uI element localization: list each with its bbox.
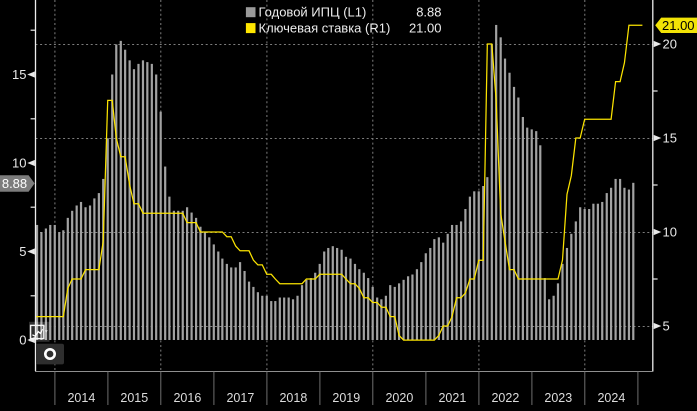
svg-text:2021: 2021 xyxy=(438,391,466,405)
svg-text:2018: 2018 xyxy=(279,391,307,405)
svg-text:5: 5 xyxy=(663,319,670,334)
svg-text:2019: 2019 xyxy=(332,391,360,405)
svg-text:2024: 2024 xyxy=(597,391,625,405)
svg-text:Годовой ИПЦ (L1): Годовой ИПЦ (L1) xyxy=(259,5,367,20)
svg-text:20: 20 xyxy=(663,37,677,52)
svg-text:2017: 2017 xyxy=(226,391,254,405)
svg-text:2023: 2023 xyxy=(544,391,572,405)
svg-text:2016: 2016 xyxy=(173,391,201,405)
svg-text:Ключевая ставка (R1): Ключевая ставка (R1) xyxy=(259,20,391,35)
svg-text:2014: 2014 xyxy=(67,391,95,405)
svg-text:2020: 2020 xyxy=(385,391,413,405)
svg-text:10: 10 xyxy=(12,156,26,171)
svg-text:15: 15 xyxy=(663,131,677,146)
svg-text:15: 15 xyxy=(12,67,26,82)
svg-text:10: 10 xyxy=(663,225,677,240)
svg-text:5: 5 xyxy=(19,244,26,259)
svg-text:21.00: 21.00 xyxy=(662,18,695,33)
svg-text:8.88: 8.88 xyxy=(416,5,441,20)
svg-text:21.00: 21.00 xyxy=(409,20,442,35)
svg-text:2022: 2022 xyxy=(491,391,519,405)
svg-text:0: 0 xyxy=(19,333,26,348)
svg-text:8.88: 8.88 xyxy=(2,176,27,191)
svg-text:2015: 2015 xyxy=(120,391,148,405)
